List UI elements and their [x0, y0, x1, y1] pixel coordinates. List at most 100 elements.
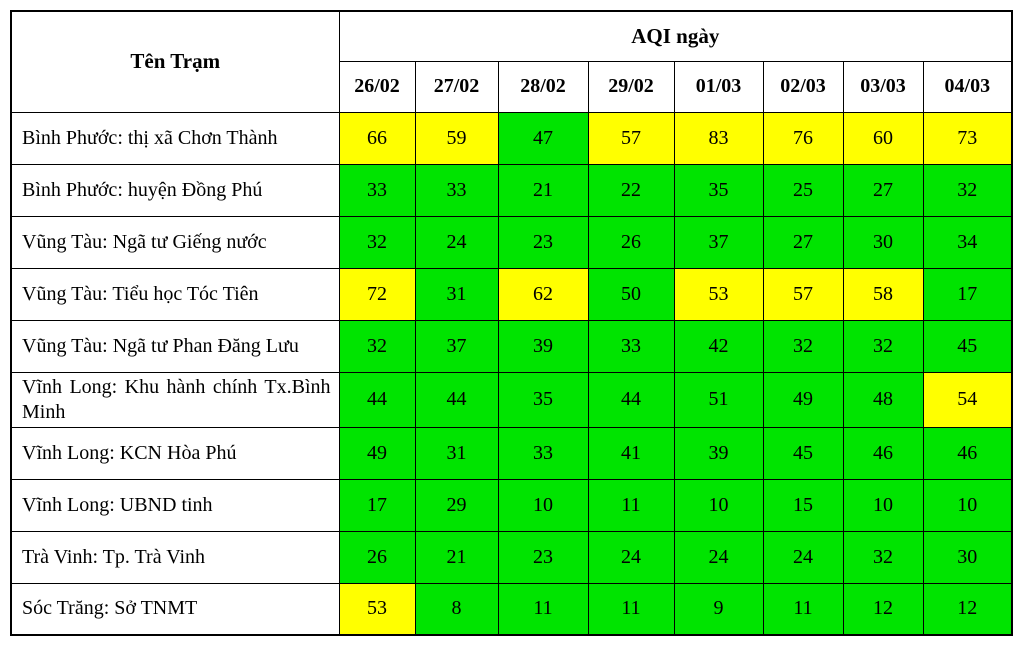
aqi-value-cell: 49 [338, 426, 416, 480]
aqi-value-cell: 31 [414, 267, 499, 321]
aqi-value-cell: 24 [673, 530, 764, 584]
aqi-value-cell: 39 [497, 319, 589, 373]
date-header-cell: 29/02 [587, 60, 675, 113]
aqi-value-cell: 34 [922, 215, 1013, 269]
station-name-cell: Vũng Tàu: Ngã tư Phan Đăng Lưu [10, 319, 340, 373]
aqi-value-cell: 66 [338, 111, 416, 165]
aqi-value-cell: 32 [338, 215, 416, 269]
aqi-value-cell: 57 [762, 267, 844, 321]
aqi-value-cell: 27 [762, 215, 844, 269]
aqi-value-cell: 33 [414, 163, 499, 217]
station-name-cell: Bình Phước: huyện Đồng Phú [10, 163, 340, 217]
aqi-value-cell: 15 [762, 478, 844, 532]
aqi-value-cell: 46 [922, 426, 1013, 480]
aqi-value-cell: 26 [338, 530, 416, 584]
aqi-value-cell: 11 [587, 478, 675, 532]
aqi-value-cell: 17 [922, 267, 1013, 321]
aqi-value-cell: 25 [762, 163, 844, 217]
date-header-cell: 02/03 [762, 60, 844, 113]
aqi-value-cell: 45 [762, 426, 844, 480]
aqi-value-cell: 10 [673, 478, 764, 532]
aqi-value-cell: 48 [842, 371, 924, 428]
table-row: Trà Vinh: Tp. Trà Vinh 26 21 23 24 24 24 32 30 [10, 530, 1013, 584]
aqi-value-cell: 35 [673, 163, 764, 217]
date-header-cell: 27/02 [414, 60, 499, 113]
aqi-value-cell: 33 [497, 426, 589, 480]
aqi-value-cell: 35 [497, 371, 589, 428]
table-row: Vĩnh Long: UBND tinh 17 29 10 11 10 15 10 10 [10, 478, 1013, 532]
aqi-value-cell: 76 [762, 111, 844, 165]
aqi-value-cell: 11 [587, 582, 675, 636]
table-row: Bình Phước: huyện Đồng Phú 33 33 21 22 35 25 27… [10, 163, 1013, 217]
aqi-value-cell: 57 [587, 111, 675, 165]
aqi-value-cell: 23 [497, 215, 589, 269]
aqi-value-cell: 37 [673, 215, 764, 269]
aqi-value-cell: 11 [762, 582, 844, 636]
station-name-cell: Vĩnh Long: UBND tinh [10, 478, 340, 532]
aqi-value-cell: 37 [414, 319, 499, 373]
aqi-value-cell: 24 [414, 215, 499, 269]
aqi-value-cell: 21 [414, 530, 499, 584]
aqi-value-cell: 10 [922, 478, 1013, 532]
table-row: Vĩnh Long: Khu hành chính Tx.Bình Minh 44… [10, 371, 1013, 428]
aqi-value-cell: 30 [842, 215, 924, 269]
aqi-table: Tên Trạm AQI ngày 26/02 27/02 28/02 29/02 01… [10, 10, 1014, 636]
station-name-cell: Vĩnh Long: Khu hành chính Tx.Bình Minh [10, 371, 340, 428]
aqi-value-cell: 29 [414, 478, 499, 532]
date-header-cell: 03/03 [842, 60, 924, 113]
station-name-cell: Vũng Tàu: Tiểu học Tóc Tiên [10, 267, 340, 321]
aqi-value-cell: 23 [497, 530, 589, 584]
aqi-value-cell: 44 [338, 371, 416, 428]
aqi-value-cell: 59 [414, 111, 499, 165]
aqi-value-cell: 21 [497, 163, 589, 217]
aqi-value-cell: 32 [338, 319, 416, 373]
aqi-value-cell: 24 [587, 530, 675, 584]
aqi-value-cell: 53 [673, 267, 764, 321]
aqi-value-cell: 54 [922, 371, 1013, 428]
table-row: Sóc Trăng: Sở TNMT 53 8 11 11 9 11 12 12 [10, 582, 1013, 636]
date-header-row: 26/02 27/02 28/02 29/02 01/03 02/03 03/03 04/03 [11, 60, 1013, 113]
aqi-value-cell: 17 [338, 478, 416, 532]
station-name-cell: Sóc Trăng: Sở TNMT [10, 582, 340, 636]
aqi-value-cell: 47 [497, 111, 589, 165]
aqi-value-cell: 53 [338, 582, 416, 636]
date-header-cell: 26/02 [338, 60, 416, 113]
aqi-value-cell: 44 [587, 371, 675, 428]
aqi-value-cell: 10 [497, 478, 589, 532]
aqi-group-header: AQI ngày [338, 10, 1013, 62]
table-body: Bình Phước: thị xã Chơn Thành 66 59 47 57 83 7… [10, 111, 1013, 636]
aqi-value-cell: 9 [673, 582, 764, 636]
aqi-value-cell: 26 [587, 215, 675, 269]
date-header-cell: 28/02 [497, 60, 589, 113]
aqi-value-cell: 31 [414, 426, 499, 480]
aqi-value-cell: 60 [842, 111, 924, 165]
group-header-row: Tên Trạm AQI ngày [10, 10, 1013, 113]
aqi-value-cell: 58 [842, 267, 924, 321]
aqi-value-cell: 32 [842, 530, 924, 584]
aqi-value-cell: 62 [497, 267, 589, 321]
table-row: Bình Phước: thị xã Chơn Thành 66 59 47 57 83 7… [10, 111, 1013, 165]
aqi-value-cell: 50 [587, 267, 675, 321]
aqi-value-cell: 83 [673, 111, 764, 165]
aqi-value-cell: 39 [673, 426, 764, 480]
aqi-value-cell: 49 [762, 371, 844, 428]
aqi-value-cell: 32 [762, 319, 844, 373]
aqi-value-cell: 27 [842, 163, 924, 217]
aqi-value-cell: 12 [842, 582, 924, 636]
aqi-value-cell: 72 [338, 267, 416, 321]
station-name-cell: Bình Phước: thị xã Chơn Thành [10, 111, 340, 165]
aqi-value-cell: 42 [673, 319, 764, 373]
aqi-value-cell: 30 [922, 530, 1013, 584]
aqi-value-cell: 11 [497, 582, 589, 636]
aqi-value-cell: 32 [842, 319, 924, 373]
station-name-cell: Vĩnh Long: KCN Hòa Phú [10, 426, 340, 480]
aqi-value-cell: 46 [842, 426, 924, 480]
table-row: Vũng Tàu: Ngã tư Giếng nước 32 24 23 26 37 27 3… [10, 215, 1013, 269]
date-header-cell: 01/03 [673, 60, 764, 113]
aqi-value-cell: 41 [587, 426, 675, 480]
station-column-header: Tên Trạm [10, 10, 340, 113]
aqi-value-cell: 10 [842, 478, 924, 532]
aqi-value-cell: 12 [922, 582, 1013, 636]
aqi-value-cell: 44 [414, 371, 499, 428]
